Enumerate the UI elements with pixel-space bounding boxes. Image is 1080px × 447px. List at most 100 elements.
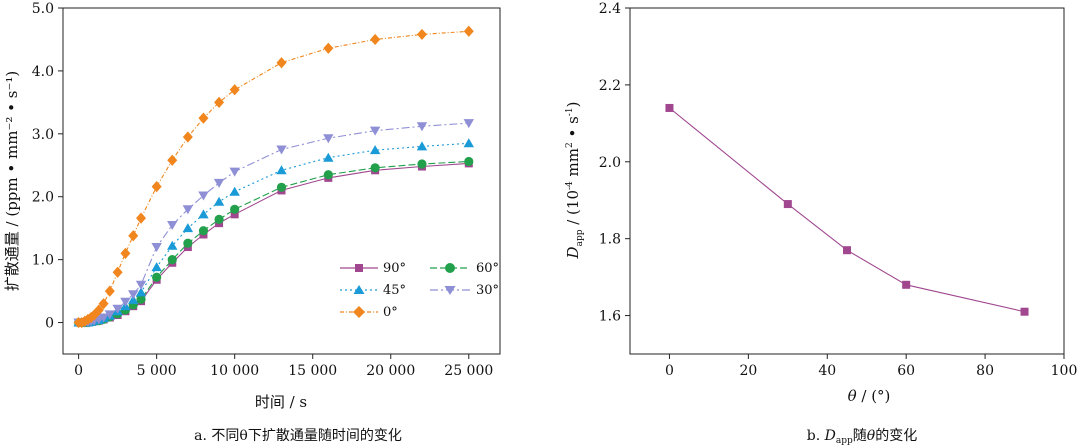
- chart-a-data-point: [151, 181, 162, 193]
- chart-a-data-point: [276, 165, 287, 175]
- chart-b-ticks: 0 20 40 60 80 100 1.6 1.8 2.0 2.2 2.4: [599, 1, 1078, 379]
- chart-a-data-point: [120, 297, 131, 307]
- chart-a-data-point: [416, 122, 428, 132]
- chart-a-data-point: [323, 42, 334, 54]
- chart-b-x-axis-label: θ / (°): [848, 387, 891, 405]
- chart-b-x-tick-label: 20: [739, 363, 757, 379]
- chart-a-data-point: [369, 126, 381, 136]
- chart-a-data-point: [213, 196, 225, 206]
- chart-a-data-point: [112, 266, 123, 278]
- chart-a-data-point: [370, 33, 381, 46]
- chart-a-x-tick-label: 5 000: [137, 363, 177, 379]
- chart-a-data-point: [213, 178, 225, 188]
- chart-a-data-point: [89, 309, 100, 321]
- chart-a-data-point: [214, 96, 225, 108]
- svg-text:0°: 0°: [383, 305, 398, 320]
- svg-text:90°: 90°: [383, 261, 406, 276]
- chart-b-x-tick-label: 80: [976, 363, 994, 379]
- chart-a-data-point: [323, 152, 334, 162]
- chart-a-data-point: [135, 280, 147, 290]
- chart-a-x-tick-label: 15 000: [288, 363, 337, 379]
- chart-b-plot-frame: [629, 7, 1065, 355]
- chart-b-data-point: [1020, 307, 1029, 316]
- chart-b-y-tick-label: 1.6: [599, 309, 621, 325]
- chart-a-data-point: [104, 310, 116, 320]
- chart-a-data-point: [152, 272, 162, 282]
- chart-a-data-point: [98, 313, 109, 323]
- chart-b-data-point: [783, 200, 792, 209]
- chart-b-y-tick-label: 2.0: [599, 155, 621, 171]
- chart-b-data-point: [902, 280, 911, 289]
- chart-a-data-point: [93, 304, 104, 316]
- legend-item-90: 90°: [340, 261, 406, 276]
- chart-a-data-point: [167, 240, 178, 250]
- chart-a-data-point: [464, 156, 474, 167]
- chart-a-y-tick-label: 5.0: [32, 1, 54, 17]
- chart-a-x-tick-label: 20 000: [366, 363, 415, 379]
- chart-a-data-point: [214, 214, 224, 224]
- chart-a-x-tick-label: 10 000: [210, 363, 259, 379]
- chart-a-x-tick-label: 25 000: [444, 363, 493, 379]
- legend-item-60: 60°: [430, 261, 499, 276]
- chart-a-data-point: [128, 290, 139, 300]
- chart-a-data-point: [104, 285, 115, 297]
- chart-a-data-point: [182, 131, 193, 143]
- chart-a-data-point: [276, 57, 287, 69]
- legend-item-0: 0°: [340, 305, 398, 320]
- chart-a-data-point: [198, 226, 209, 236]
- chart-a-flux-vs-time: 0 5 000 10 000 15 000 20 000 25 000 0 1.0 2.0 3.0…: [3, 1, 501, 444]
- chart-a-series-line: [78, 122, 469, 324]
- chart-a-data-point: [198, 191, 209, 201]
- chart-b-data-point: [665, 103, 674, 112]
- chart-a-data-point: [276, 182, 287, 192]
- chart-a-data-point: [416, 28, 427, 41]
- chart-a-data-point: [370, 163, 380, 173]
- chart-a-series: [73, 25, 474, 329]
- chart-a-data-point: [128, 230, 139, 242]
- chart-a-data-point: [229, 186, 240, 196]
- chart-a-data-point: [463, 138, 474, 148]
- chart-a-data-point: [112, 304, 123, 314]
- chart-a-data-point: [182, 223, 194, 233]
- chart-a-y-tick-label: 1.0: [32, 253, 54, 269]
- chart-a-data-point: [463, 119, 474, 129]
- svg-text:60°: 60°: [476, 261, 499, 276]
- chart-a-data-point: [369, 145, 381, 155]
- chart-a-plot-frame: [62, 7, 501, 355]
- chart-a-data-point: [323, 134, 334, 144]
- chart-a-x-axis-label: 时间 / s: [255, 393, 307, 411]
- chart-b-caption: b. Dapp随θ的变化: [807, 428, 917, 446]
- chart-a-data-point: [416, 141, 428, 151]
- chart-a-data-point: [167, 255, 177, 265]
- chart-a-data-point: [463, 25, 474, 37]
- legend-item-30: 30°: [430, 283, 499, 298]
- chart-a-y-tick-label: 4.0: [32, 64, 54, 80]
- chart-a-data-point: [230, 210, 239, 219]
- chart-a-x-tick-label: 0: [74, 363, 83, 379]
- chart-a-data-point: [151, 243, 162, 253]
- chart-a-ticks: 0 5 000 10 000 15 000 20 000 25 000 0 1.0 2.0 3.0…: [32, 1, 494, 379]
- chart-b-series: [665, 103, 1029, 316]
- chart-a-data-point: [417, 159, 427, 169]
- chart-a-data-point: [323, 170, 333, 180]
- chart-a-y-axis-label: 扩散通量 / (ppm • mm⁻² • s⁻¹): [3, 71, 21, 292]
- chart-b-dapp-vs-theta: 0 20 40 60 80 100 1.6 1.8 2.0 2.2 2.4 θ / (°) Dapp…: [564, 1, 1077, 446]
- chart-a-legend: 90° 60° 45° 30° 0°: [340, 261, 499, 320]
- chart-a-data-point: [198, 112, 209, 124]
- chart-a-data-point: [136, 294, 146, 304]
- svg-text:45°: 45°: [383, 283, 406, 298]
- chart-a-data-point: [229, 167, 240, 177]
- chart-b-x-tick-label: 0: [665, 363, 674, 379]
- chart-a-data-point: [120, 247, 131, 259]
- chart-a-data-point: [98, 298, 109, 310]
- chart-b-y-tick-label: 1.8: [599, 232, 621, 248]
- chart-a-data-point: [136, 212, 147, 224]
- chart-a-data-point: [167, 221, 178, 231]
- chart-a-caption: a. 不同θ下扩散通量随时间的变化: [194, 428, 402, 444]
- chart-a-data-point: [182, 205, 194, 215]
- legend-item-45: 45°: [340, 283, 406, 298]
- chart-a-data-point: [151, 262, 162, 272]
- chart-a-series-line: [78, 30, 469, 324]
- chart-a-data-point: [229, 84, 240, 96]
